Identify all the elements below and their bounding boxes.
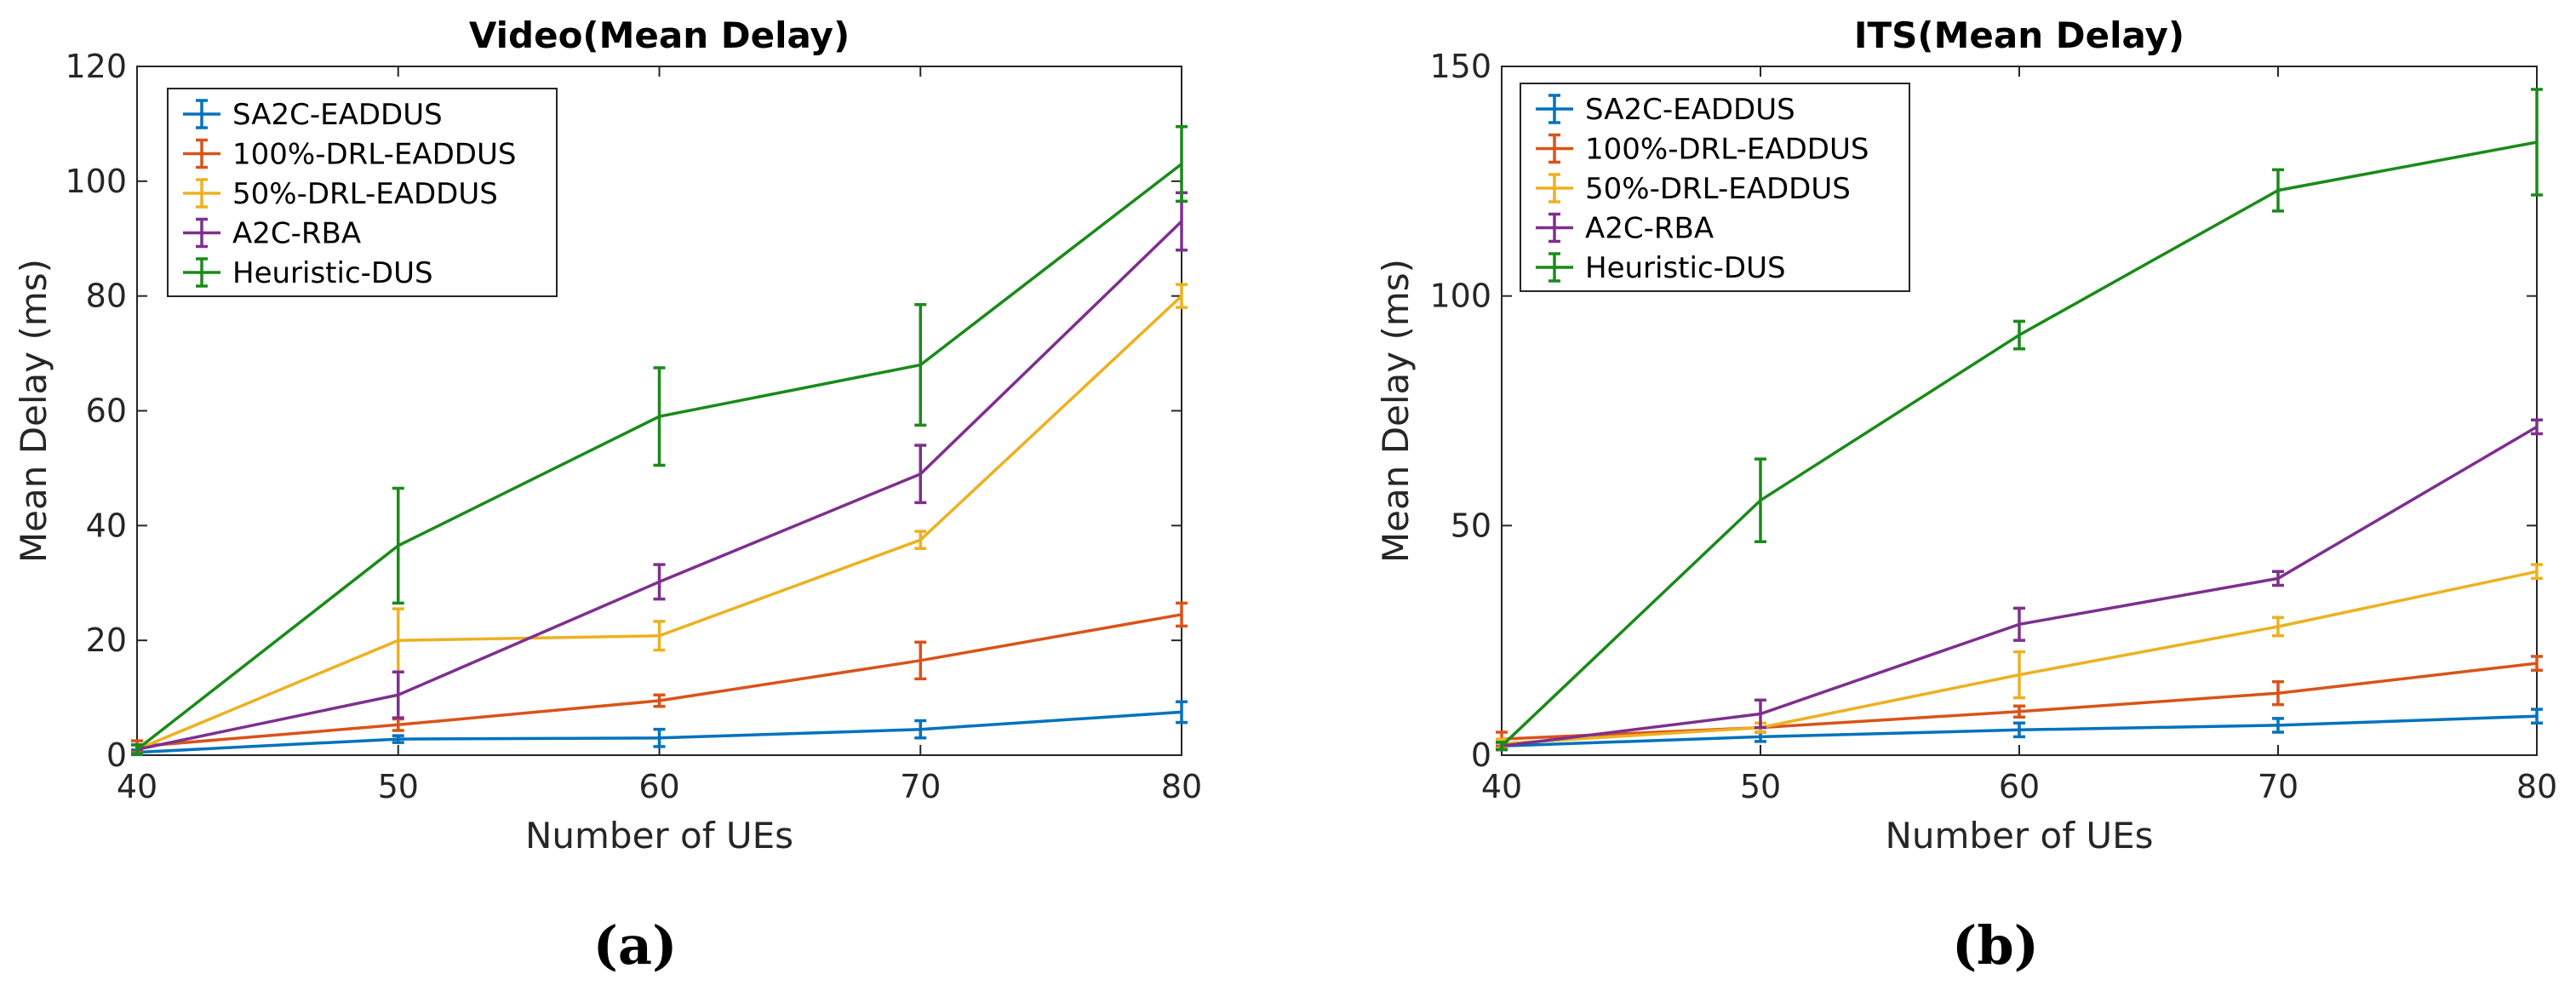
y-tick-label: 120 (65, 48, 127, 85)
y-tick-label: 50 (1451, 507, 1491, 544)
legend-swatch-errorbar (196, 257, 208, 288)
y-axis-label: Mean Delay (ms) (13, 259, 54, 563)
chart-title: Video(Mean Delay) (469, 14, 850, 56)
legend-entry: 100%-DRL-EADDUS (232, 138, 516, 172)
legend-swatch-errorbar (1548, 94, 1560, 124)
legend-entry: A2C-RBA (1585, 212, 1714, 246)
legend-entry: 100%-DRL-EADDUS (1585, 133, 1869, 167)
x-tick-label: 60 (638, 768, 679, 805)
x-tick-label: 50 (1740, 768, 1781, 805)
legend-swatch-errorbar (1548, 173, 1560, 203)
y-tick-label: 20 (86, 622, 127, 659)
x-tick-label: 40 (117, 768, 157, 805)
y-tick-label: 0 (106, 736, 127, 774)
x-tick-label: 70 (900, 768, 941, 805)
legend: SA2C-EADDUS 100%-DRL-EADDUS 50%-DRL-EADDUS… (167, 88, 558, 297)
legend-box (1520, 83, 1910, 292)
y-tick-label: 60 (86, 392, 127, 430)
legend-entry: Heuristic-DUS (1585, 251, 1786, 285)
x-tick-label: 80 (1161, 768, 1202, 805)
y-axis-label: Mean Delay (ms) (1375, 259, 1417, 563)
y-tick-label: 150 (1429, 48, 1491, 85)
y-tick-label: 100 (1429, 278, 1491, 315)
legend-swatch-errorbar (196, 99, 208, 129)
legend-swatch-errorbar (1548, 252, 1560, 283)
x-axis-label: Number of UEs (1885, 815, 2153, 856)
figure-caption: (b) (1952, 914, 2039, 977)
y-tick-label: 40 (86, 507, 127, 544)
legend-entry: A2C-RBA (232, 217, 361, 251)
y-tick-label: 100 (65, 163, 127, 200)
x-tick-label: 40 (1481, 768, 1522, 805)
chart-1: ITS(Mean Delay) 40 50 60 70 80 0 50 100 150 Number… (1375, 14, 2557, 977)
y-tick-label: 0 (1471, 736, 1491, 774)
legend-entry: Heuristic-DUS (232, 256, 433, 290)
legend-swatch-errorbar (1548, 133, 1560, 164)
chart-title: ITS(Mean Delay) (1854, 14, 2184, 56)
chart-0: Video(Mean Delay) 40 50 60 70 80 0 20 40 60 80 100 1… (13, 14, 1202, 977)
y-tick-label: 80 (86, 278, 127, 315)
legend-entry: 50%-DRL-EADDUS (1585, 172, 1851, 206)
legend-box (167, 88, 558, 297)
legend: SA2C-EADDUS 100%-DRL-EADDUS 50%-DRL-EADDUS… (1520, 83, 1910, 292)
series-4 (1496, 88, 2543, 752)
series-1 (131, 601, 1188, 754)
x-tick-label: 50 (378, 768, 419, 805)
series-0 (131, 700, 1188, 757)
x-tick-label: 70 (2258, 768, 2298, 805)
legend-swatch-errorbar (196, 178, 208, 209)
legend-swatch-errorbar (1548, 212, 1560, 243)
legend-entry: SA2C-EADDUS (1585, 93, 1795, 127)
figure-caption: (a) (593, 914, 678, 977)
x-axis-label: Number of UEs (525, 815, 793, 856)
series-4 (131, 125, 1188, 756)
x-tick-label: 60 (1999, 768, 2040, 805)
legend-entry: 50%-DRL-EADDUS (232, 177, 498, 211)
x-tick-label: 80 (2516, 768, 2557, 805)
legend-swatch-errorbar (196, 138, 208, 169)
legend-swatch-errorbar (196, 217, 208, 249)
legend-entry: SA2C-EADDUS (232, 98, 443, 132)
series-3 (131, 191, 1188, 756)
